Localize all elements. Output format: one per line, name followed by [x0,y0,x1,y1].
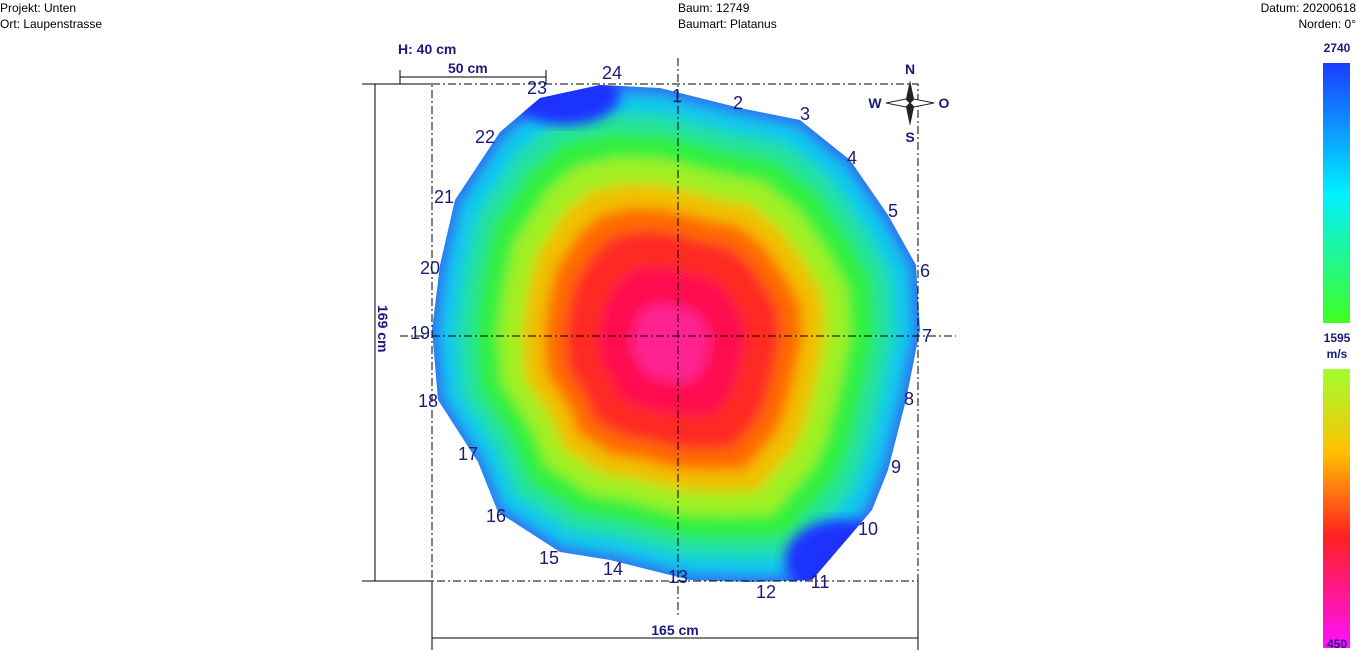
sensor-label: 13 [668,567,688,587]
scale-unit: m/s [1327,347,1348,361]
project: Projekt: Unten [0,1,76,15]
sensor-label: 6 [920,261,930,281]
guides [362,58,956,650]
sensor-label: 17 [458,444,478,464]
north: Norden: 0° [1299,17,1357,31]
sensor-label: 7 [922,326,932,346]
sensor-label: 24 [602,63,622,83]
location: Ort: Laupenstrasse [0,17,102,31]
scale-mid: 1595 [1324,331,1351,345]
height-label: H: 40 cm [398,41,456,57]
sensor-label: 21 [434,187,454,207]
sensor-label: 4 [847,148,857,168]
sensor-label: 16 [486,506,506,526]
sensor-label: 8 [904,389,914,409]
sensor-label: 10 [858,519,878,539]
scale-min: 450 [1327,637,1347,651]
scale-bar-bottom [1323,369,1350,648]
depth-label: 169 cm [375,305,391,352]
heat-layer [631,303,710,383]
tree-id: Baum: 12749 [678,1,750,15]
scale-max: 2740 [1324,41,1351,55]
compass: N O S W [868,61,949,145]
heat-edge [510,85,620,125]
color-scale: 2740 1595 m/s 450 [1323,41,1351,651]
sensor-label: 12 [756,582,776,602]
sensor-label: 23 [527,78,547,98]
sensor-label: 1 [672,86,682,106]
sensor-label: 3 [800,104,810,124]
compass-arrow [906,80,914,103]
width-label: 165 cm [651,622,698,638]
scale-label: 50 cm [448,60,488,76]
compass-e: O [939,95,950,111]
sensor-label: 22 [475,127,495,147]
species: Baumart: Platanus [678,17,777,31]
sensor-label: 20 [420,258,440,278]
compass-arrow [909,98,935,108]
date: Datum: 20200618 [1261,1,1357,15]
compass-w: W [868,95,882,111]
sensor-label: 5 [888,201,898,221]
compass-s: S [905,129,914,145]
bounding-box [431,83,919,582]
sensor-label: 19 [410,323,430,343]
sensor-label: 11 [811,572,830,592]
compass-arrow [906,103,914,126]
compass-arrow [885,98,911,108]
scale-bar-top [1323,63,1350,323]
sensor-label: 14 [603,559,623,579]
sensor-label: 9 [891,457,901,477]
sensor-label: 2 [733,93,743,113]
sensor-label: 18 [418,391,438,411]
sensor-label: 15 [539,548,559,568]
compass-n: N [905,61,915,77]
heat-edge [785,520,895,582]
